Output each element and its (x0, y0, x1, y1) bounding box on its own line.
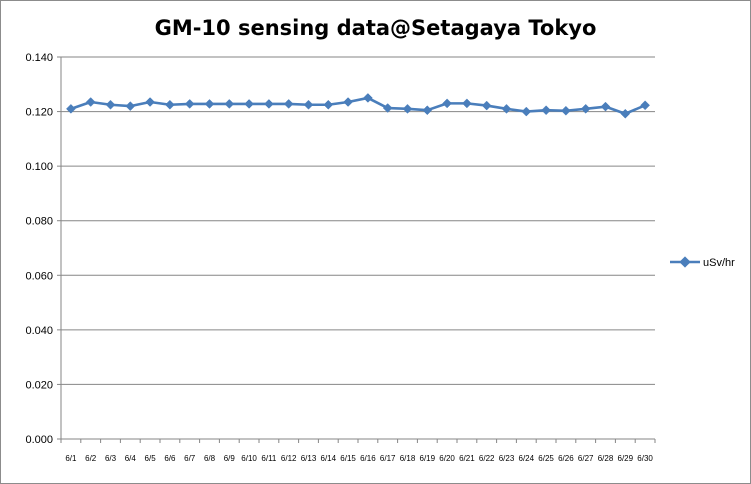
x-tick-label: 6/7 (184, 454, 196, 463)
data-point (462, 98, 472, 109)
data-point (501, 103, 512, 114)
x-tick-label: 6/18 (400, 454, 416, 463)
data-point (184, 99, 195, 109)
x-tick-label: 6/4 (125, 454, 137, 463)
data-point (125, 101, 136, 111)
data-point (600, 101, 611, 112)
data-point (283, 99, 294, 109)
x-tick-label: 6/8 (204, 454, 216, 463)
y-tick-label: 0.060 (25, 270, 53, 282)
data-point (85, 97, 96, 107)
x-tick-label: 6/30 (637, 454, 653, 463)
data-point (640, 100, 650, 111)
data-point (244, 99, 254, 109)
x-tick-label: 6/3 (105, 454, 117, 463)
chart-title: GM-10 sensing data@Setagaya Tokyo (154, 16, 597, 40)
data-point (323, 99, 334, 110)
x-tick-label: 6/13 (301, 454, 317, 463)
axes (57, 56, 656, 443)
x-tick-label: 6/20 (439, 454, 455, 463)
data-point (165, 99, 175, 110)
x-tick-label: 6/19 (420, 454, 436, 463)
x-tick-label: 6/10 (241, 454, 257, 463)
data-point (66, 103, 76, 114)
data-point (303, 99, 314, 110)
x-tick-label: 6/22 (479, 454, 495, 463)
legend: uSv/hr (670, 256, 735, 269)
x-tick-label: 6/28 (598, 454, 614, 463)
x-tick-label: 6/6 (164, 454, 176, 463)
x-tick-label: 6/17 (380, 454, 396, 463)
data-point (264, 99, 274, 109)
y-tick-label: 0.080 (25, 216, 53, 228)
legend-label-uSv-hr: uSv/hr (703, 257, 735, 269)
data-point (561, 105, 571, 116)
data-point (521, 106, 532, 117)
x-tick-label: 6/14 (321, 454, 337, 463)
x-tick-label: 6/27 (578, 454, 594, 463)
legend-marker-uSv-hr (679, 256, 691, 268)
data-point (580, 103, 591, 114)
data-point (541, 105, 551, 116)
data-point (382, 103, 393, 113)
x-tick-label: 6/12 (281, 454, 297, 463)
data-point (481, 100, 492, 111)
data-point (422, 105, 433, 116)
y-tick-label: 0.000 (25, 434, 53, 446)
x-tick-label: 6/21 (459, 454, 475, 463)
x-tick-label: 6/23 (499, 454, 515, 463)
data-point (363, 93, 373, 103)
x-tick-label: 6/1 (65, 454, 77, 463)
y-tick-label: 0.120 (25, 107, 53, 119)
y-axis-tick-labels: 0.000 0.020 0.040 0.060 0.080 0.100 0.120 0.140 (25, 52, 53, 446)
x-axis-tick-labels: 6/1 6/2 6/3 6/4 6/5 6/6 6/7 6/8 6/9 6/10 6/11 6/12 6… (65, 454, 653, 463)
y-tick-label: 0.020 (25, 379, 53, 391)
data-point (442, 98, 452, 109)
data-point (145, 97, 155, 107)
x-tick-label: 6/26 (558, 454, 574, 463)
x-tick-label: 6/29 (618, 454, 634, 463)
data-point (402, 103, 413, 114)
data-point (343, 97, 353, 107)
x-tick-label: 6/25 (538, 454, 554, 463)
x-tick-label: 6/16 (360, 454, 376, 463)
data-point (224, 99, 235, 109)
y-tick-label: 0.040 (25, 325, 53, 337)
data-point (105, 99, 116, 110)
x-tick-label: 6/2 (85, 454, 97, 463)
x-tick-label: 6/9 (224, 454, 236, 463)
y-tick-label: 0.100 (25, 161, 53, 173)
x-tick-label: 6/24 (519, 454, 535, 463)
x-tick-label: 6/15 (340, 454, 356, 463)
data-point (620, 108, 631, 119)
x-tick-label: 6/11 (261, 454, 277, 463)
series-layer (66, 93, 650, 119)
x-tick-label: 6/5 (145, 454, 157, 463)
data-point (204, 99, 215, 109)
y-tick-label: 0.140 (25, 52, 53, 64)
